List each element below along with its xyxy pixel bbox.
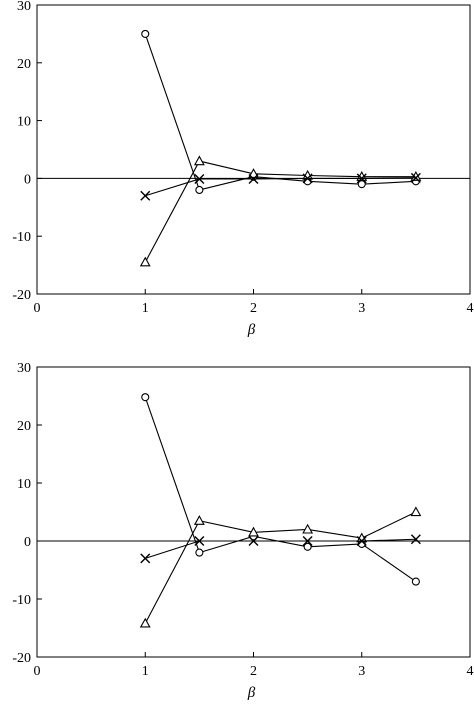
series-line-cross — [145, 177, 416, 197]
data-point-triangle — [248, 168, 259, 178]
data-point-cross — [194, 173, 205, 184]
x-tick-label: 1 — [142, 664, 149, 679]
data-point-triangle — [410, 506, 422, 517]
data-point-cross — [140, 553, 151, 564]
data-point-cross — [302, 173, 313, 184]
x-tick-label: 1 — [142, 301, 149, 316]
x-axis-title: β — [247, 685, 256, 701]
data-point-triangle — [248, 526, 259, 537]
data-point-cross — [302, 536, 313, 546]
series-line-circle — [144, 33, 416, 191]
x-tick-label: 2 — [250, 301, 257, 316]
data-point-cross — [248, 173, 259, 184]
cross-stroke — [194, 536, 205, 546]
data-point-triangle — [302, 523, 314, 534]
series-line-cross — [145, 538, 416, 559]
data-point-cross — [410, 534, 421, 545]
x-tick-label: 3 — [358, 301, 365, 316]
cross-stroke — [248, 536, 259, 546]
chart-top: 0 1 2 3 4 -20 -10 0 10 20 30 β — [12, 0, 473, 338]
x-tick-label: 0 — [34, 301, 41, 316]
plot-frame — [36, 4, 471, 295]
y-tick-label: 30 — [17, 361, 31, 376]
cross-stroke — [410, 534, 421, 545]
x-tick-label: 0 — [34, 664, 41, 679]
y-tick-label: 30 — [17, 0, 31, 14]
x-tick-label: 3 — [358, 664, 365, 679]
series-line-triangle — [144, 511, 417, 624]
y-tick-label: 0 — [24, 172, 31, 187]
data-point-triangle — [139, 256, 151, 267]
cross-stroke — [410, 172, 421, 183]
data-point-circle — [141, 29, 150, 38]
data-point-cross — [248, 536, 259, 546]
data-point-cross — [410, 172, 421, 183]
y-tick-label: -20 — [12, 288, 31, 303]
y-tick-label: 10 — [17, 477, 31, 492]
y-tick-label: 0 — [24, 535, 31, 550]
chart-bottom: 0 1 2 3 4 -20 -10 0 10 20 30 β — [12, 361, 473, 701]
y-tick-label: -10 — [12, 230, 31, 245]
cross-stroke — [140, 553, 151, 564]
x-tick-label: 4 — [467, 301, 474, 316]
data-point-circle — [195, 185, 204, 195]
series-line-triangle — [144, 160, 416, 263]
data-point-cross — [140, 190, 151, 201]
x-tick-label: 2 — [250, 664, 257, 679]
cross-stroke — [302, 173, 313, 184]
cross-stroke — [194, 173, 205, 184]
series-line-circle — [144, 396, 417, 583]
data-point-cross — [356, 536, 367, 546]
cross-stroke — [140, 190, 151, 201]
data-point-triangle — [193, 155, 205, 166]
cross-stroke — [356, 536, 367, 546]
data-point-circle — [411, 577, 420, 586]
y-tick-label: -20 — [12, 651, 31, 666]
data-point-triangle — [139, 617, 151, 628]
x-axis-title: β — [247, 322, 256, 338]
y-tick-label: -10 — [12, 593, 31, 608]
cross-stroke — [302, 536, 313, 546]
cross-stroke — [248, 173, 259, 184]
y-tick-label: 10 — [17, 115, 31, 130]
y-tick-label: 20 — [17, 419, 31, 434]
data-point-circle — [195, 548, 204, 557]
data-point-circle — [141, 393, 150, 402]
data-point-cross — [356, 173, 367, 184]
data-point-circle — [303, 542, 312, 551]
cross-stroke — [356, 173, 367, 184]
y-tick-label: 20 — [17, 57, 31, 72]
data-point-cross — [194, 536, 205, 546]
data-point-triangle — [193, 515, 205, 525]
x-tick-label: 4 — [467, 664, 474, 679]
plot-frame — [36, 366, 471, 658]
